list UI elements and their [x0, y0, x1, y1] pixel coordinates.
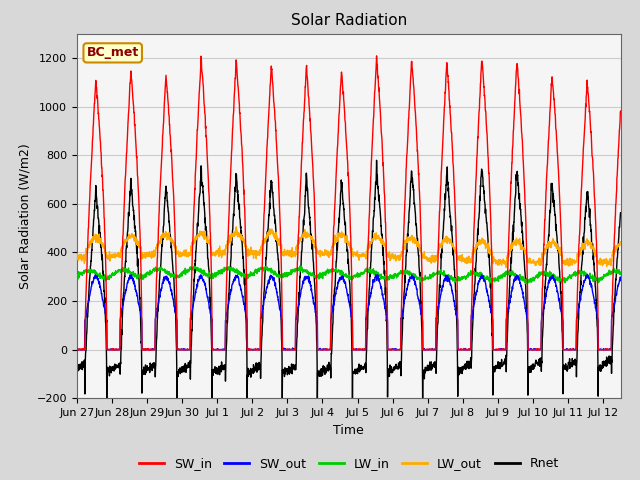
SW_in — [372, 53, 380, 59]
LW_in — [296, 264, 303, 269]
SW_in — [414, 155, 422, 160]
SW_in — [598, 347, 606, 353]
Y-axis label: Solar Radiation (W/m2): Solar Radiation (W/m2) — [18, 143, 31, 289]
Line: Rnet: Rnet — [77, 160, 621, 402]
LW_out — [73, 256, 81, 262]
LW_out — [352, 252, 360, 257]
Line: SW_in: SW_in — [77, 56, 621, 350]
SW_in — [534, 347, 541, 353]
SW_out — [533, 347, 541, 353]
SW_in — [74, 347, 82, 353]
LW_out — [617, 239, 625, 245]
Rnet — [73, 364, 81, 370]
Text: BC_met: BC_met — [86, 47, 139, 60]
SW_in — [105, 347, 113, 353]
Rnet — [534, 360, 541, 366]
SW_out — [584, 271, 591, 277]
Line: LW_out: LW_out — [77, 227, 621, 267]
SW_in — [431, 347, 438, 352]
LW_in — [352, 273, 360, 279]
LW_out — [502, 264, 510, 270]
SW_out — [105, 347, 113, 353]
LW_in — [534, 272, 541, 277]
LW_out — [413, 241, 421, 247]
SW_out — [352, 347, 360, 353]
X-axis label: Time: Time — [333, 424, 364, 437]
LW_in — [598, 277, 606, 283]
LW_in — [617, 272, 625, 277]
LW_in — [430, 272, 438, 278]
SW_out — [617, 278, 625, 284]
SW_out — [73, 347, 81, 353]
LW_out — [232, 224, 240, 230]
LW_out — [534, 258, 541, 264]
Title: Solar Radiation: Solar Radiation — [291, 13, 407, 28]
LW_in — [413, 276, 421, 281]
Rnet — [243, 399, 251, 405]
Rnet — [598, 366, 606, 372]
SW_out — [598, 347, 605, 353]
SW_out — [413, 292, 421, 298]
LW_in — [105, 275, 113, 281]
Rnet — [431, 364, 438, 370]
Legend: SW_in, SW_out, LW_in, LW_out, Rnet: SW_in, SW_out, LW_in, LW_out, Rnet — [134, 452, 564, 475]
Rnet — [372, 157, 380, 163]
Rnet — [105, 369, 113, 374]
LW_out — [598, 258, 606, 264]
SW_in — [73, 346, 81, 352]
Rnet — [617, 210, 625, 216]
SW_out — [430, 347, 438, 353]
LW_in — [73, 275, 81, 280]
Line: LW_in: LW_in — [77, 266, 621, 284]
LW_out — [430, 257, 438, 263]
SW_in — [352, 347, 360, 353]
Rnet — [352, 370, 360, 375]
LW_in — [522, 281, 530, 287]
LW_out — [105, 253, 113, 259]
SW_in — [617, 108, 625, 114]
Line: SW_out: SW_out — [77, 274, 621, 350]
Rnet — [414, 245, 422, 251]
